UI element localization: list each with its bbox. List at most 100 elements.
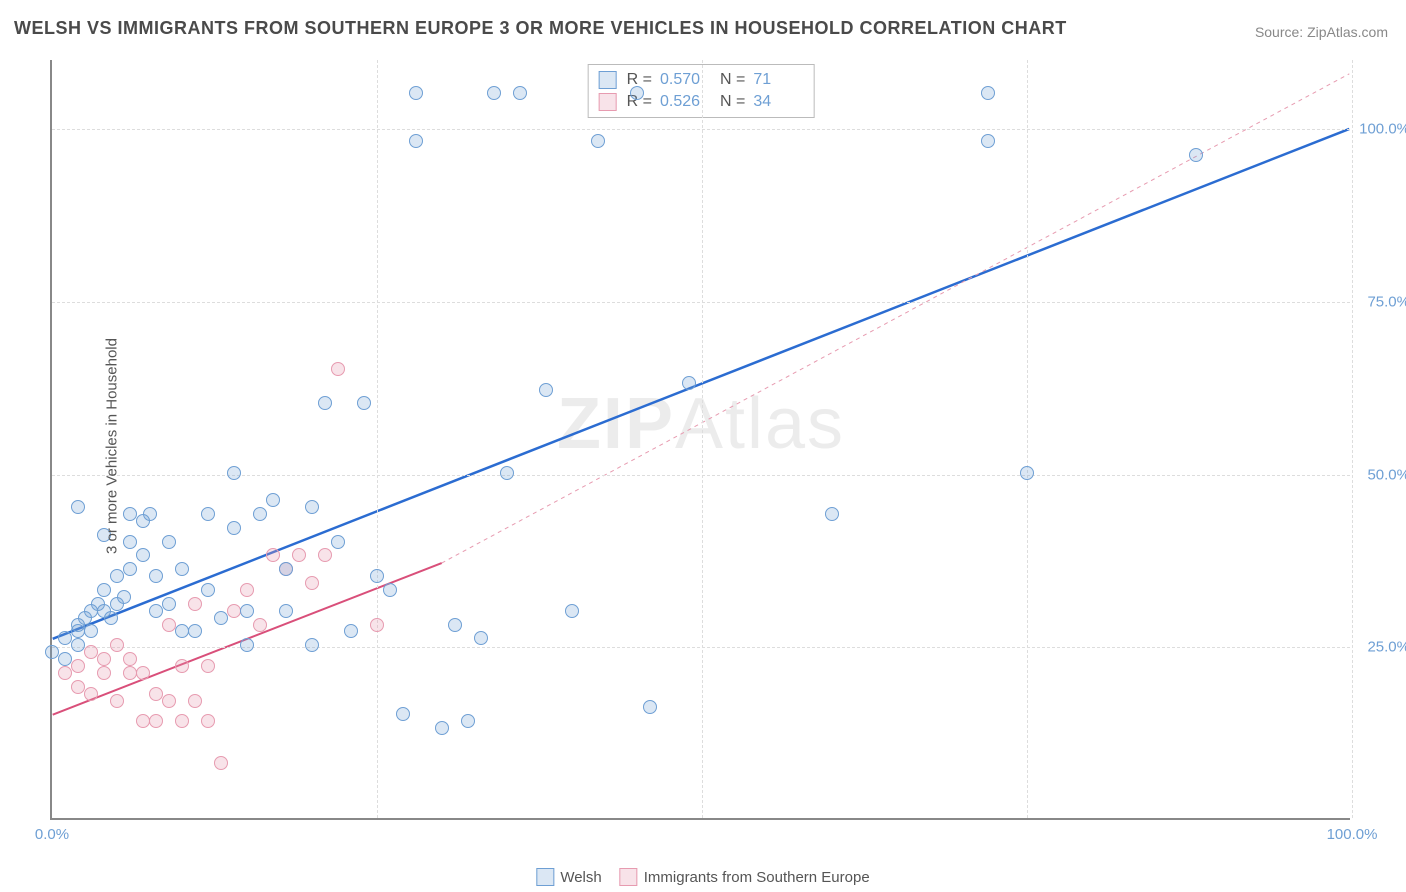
scatter-point xyxy=(71,638,85,652)
scatter-point xyxy=(58,631,72,645)
scatter-point xyxy=(175,624,189,638)
gridline-vertical xyxy=(702,60,703,818)
scatter-point xyxy=(292,548,306,562)
n-label: N = xyxy=(720,71,745,89)
scatter-point xyxy=(591,134,605,148)
scatter-point xyxy=(539,383,553,397)
legend-label: Welsh xyxy=(560,869,601,886)
scatter-point xyxy=(981,134,995,148)
scatter-point xyxy=(84,687,98,701)
scatter-point xyxy=(318,548,332,562)
scatter-point xyxy=(143,507,157,521)
scatter-point xyxy=(162,535,176,549)
scatter-point xyxy=(149,604,163,618)
scatter-point xyxy=(71,624,85,638)
gridline-horizontal xyxy=(52,302,1350,303)
scatter-point xyxy=(58,652,72,666)
scatter-point xyxy=(162,618,176,632)
chart-title: WELSH VS IMMIGRANTS FROM SOUTHERN EUROPE… xyxy=(14,18,1067,39)
scatter-point xyxy=(117,590,131,604)
scatter-point xyxy=(240,604,254,618)
legend-swatch xyxy=(536,868,554,886)
scatter-point xyxy=(227,521,241,535)
scatter-point xyxy=(435,721,449,735)
scatter-point xyxy=(162,694,176,708)
scatter-point xyxy=(175,562,189,576)
stats-row: R =0.570N =71 xyxy=(599,69,804,91)
scatter-point xyxy=(305,500,319,514)
scatter-point xyxy=(331,535,345,549)
y-axis-label: 3 or more Vehicles in Household xyxy=(103,338,120,554)
y-tick-label: 50.0% xyxy=(1355,466,1406,483)
scatter-point xyxy=(318,396,332,410)
scatter-point xyxy=(149,687,163,701)
scatter-point xyxy=(123,562,137,576)
scatter-point xyxy=(58,666,72,680)
scatter-point xyxy=(487,86,501,100)
scatter-point xyxy=(227,604,241,618)
watermark-rest: Atlas xyxy=(675,384,845,464)
gridline-vertical xyxy=(1027,60,1028,818)
gridline-horizontal xyxy=(52,475,1350,476)
scatter-point xyxy=(71,500,85,514)
scatter-point xyxy=(474,631,488,645)
n-label: N = xyxy=(720,93,745,111)
scatter-point xyxy=(383,583,397,597)
legend-label: Immigrants from Southern Europe xyxy=(644,869,870,886)
scatter-point xyxy=(123,507,137,521)
scatter-point xyxy=(188,597,202,611)
scatter-point xyxy=(240,583,254,597)
scatter-point xyxy=(149,569,163,583)
scatter-point xyxy=(1189,148,1203,162)
scatter-point xyxy=(279,562,293,576)
legend-item: Welsh xyxy=(536,868,601,886)
scatter-point xyxy=(201,583,215,597)
scatter-point xyxy=(97,652,111,666)
stats-legend-box: R =0.570N =71R =0.526N =34 xyxy=(588,64,815,118)
scatter-point xyxy=(461,714,475,728)
scatter-point xyxy=(136,666,150,680)
legend-swatch xyxy=(620,868,638,886)
gridline-horizontal xyxy=(52,129,1350,130)
x-tick-label: 0.0% xyxy=(35,826,69,843)
scatter-point xyxy=(201,714,215,728)
x-tick-label: 100.0% xyxy=(1327,826,1378,843)
scatter-point xyxy=(45,645,59,659)
scatter-point xyxy=(448,618,462,632)
scatter-point xyxy=(71,680,85,694)
scatter-point xyxy=(331,362,345,376)
scatter-point xyxy=(253,618,267,632)
scatter-point xyxy=(175,714,189,728)
scatter-point xyxy=(162,597,176,611)
scatter-point xyxy=(396,707,410,721)
scatter-point xyxy=(97,666,111,680)
scatter-point xyxy=(409,86,423,100)
scatter-point xyxy=(71,659,85,673)
regression-line xyxy=(53,129,1350,639)
legend-swatch xyxy=(599,93,617,111)
bottom-legend: Welsh Immigrants from Southern Europe xyxy=(536,868,869,886)
scatter-point xyxy=(370,569,384,583)
source-attribution: Source: ZipAtlas.com xyxy=(1255,24,1388,40)
legend-swatch xyxy=(599,71,617,89)
scatter-point xyxy=(305,638,319,652)
scatter-point xyxy=(370,618,384,632)
n-value: 34 xyxy=(753,93,803,111)
scatter-point xyxy=(565,604,579,618)
scatter-point xyxy=(214,756,228,770)
scatter-point xyxy=(279,604,293,618)
scatter-point xyxy=(409,134,423,148)
scatter-point xyxy=(201,507,215,521)
regression-line xyxy=(442,74,1350,563)
scatter-point xyxy=(500,466,514,480)
scatter-point xyxy=(981,86,995,100)
scatter-point xyxy=(123,535,137,549)
scatter-point xyxy=(643,700,657,714)
scatter-point xyxy=(104,611,118,625)
scatter-point xyxy=(175,659,189,673)
y-tick-label: 75.0% xyxy=(1355,293,1406,310)
scatter-point xyxy=(630,86,644,100)
plot-area: ZIPAtlas R =0.570N =71R =0.526N =34 25.0… xyxy=(50,60,1350,820)
scatter-point xyxy=(344,624,358,638)
scatter-point xyxy=(84,645,98,659)
